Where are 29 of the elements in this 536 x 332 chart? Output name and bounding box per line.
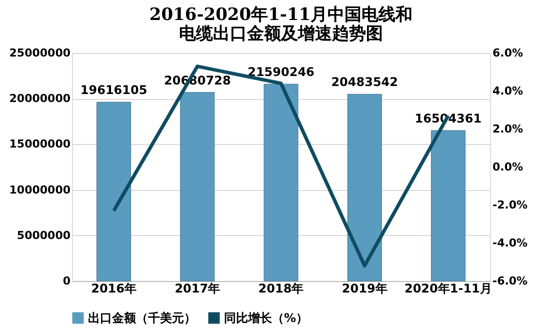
y-tick-label: 20000000 bbox=[9, 92, 71, 106]
y-tick-label: 25000000 bbox=[9, 46, 71, 60]
y-tick-label: 5000000 bbox=[16, 228, 71, 242]
legend-label: 同比增长（%） bbox=[224, 311, 308, 325]
x-tick-label: 2016年 bbox=[91, 282, 137, 296]
data-label: 21590246 bbox=[248, 65, 314, 80]
y2-tick-label: 4.0% bbox=[492, 84, 524, 98]
bar bbox=[264, 84, 298, 282]
y2-tick-label: -4.0% bbox=[492, 236, 528, 250]
y-tick-label: 10000000 bbox=[9, 183, 71, 196]
y2-tick-label: 2.0% bbox=[492, 122, 524, 136]
bar bbox=[180, 92, 215, 282]
y2-tick-label: -6.0% bbox=[492, 274, 528, 288]
data-label: 20483542 bbox=[331, 75, 398, 90]
y-tick-label: 0 bbox=[62, 274, 71, 288]
x-tick-label: 2017年 bbox=[174, 282, 220, 296]
y2-tick-label: 6.0% bbox=[492, 46, 524, 60]
x-tick-label: 2019年 bbox=[342, 282, 388, 296]
y-tick-label: 15000000 bbox=[9, 138, 71, 151]
x-tick-label: 2018年 bbox=[258, 282, 304, 296]
chart-title: 2016-2020年1-11月中国电线和电缆出口金额及增速趋势图 bbox=[149, 5, 413, 44]
data-label: 19616105 bbox=[80, 83, 148, 98]
bar bbox=[96, 102, 132, 282]
y2-tick-label: -2.0% bbox=[492, 198, 528, 212]
x-tick-label: 2020年1-11月 bbox=[404, 282, 492, 296]
bar bbox=[430, 130, 466, 282]
y2-tick-label: 0.0% bbox=[492, 160, 524, 174]
legend-label: 出口金额（千美元） bbox=[88, 311, 196, 325]
bar bbox=[347, 94, 382, 282]
